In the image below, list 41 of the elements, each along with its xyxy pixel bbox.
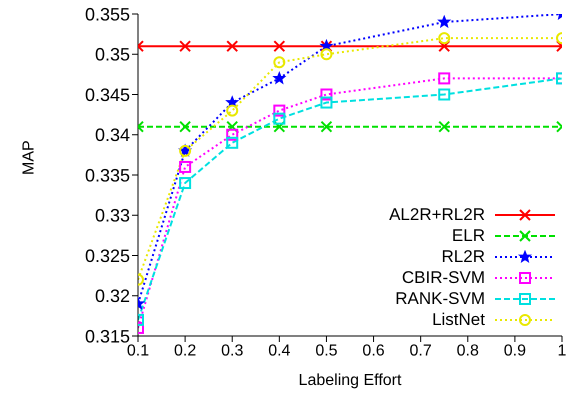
y-tick-label: 0.325: [84, 246, 130, 266]
point: [273, 104, 286, 117]
point: [273, 72, 286, 84]
legend-label: CBIR-SVM: [402, 268, 485, 288]
y-tick-label: 0.345: [84, 84, 130, 105]
point: [226, 136, 238, 149]
x-tick-label: 0.3: [221, 342, 244, 360]
y-axis-title: MAP: [20, 140, 38, 175]
point: [273, 112, 286, 125]
legend-label: AL2R+RL2R: [389, 204, 485, 224]
x-tick-label: 0.6: [362, 342, 385, 360]
x-tick-label: 0.2: [174, 342, 196, 360]
point: [438, 32, 450, 44]
y-tick-label: 0.33: [94, 206, 130, 226]
x-tick-label: 0.5: [315, 342, 338, 360]
point: [320, 88, 332, 100]
y-tick-label: 0.35: [94, 44, 130, 65]
point: [179, 160, 192, 173]
legend-label: RANK-SVM: [395, 288, 485, 308]
point: [438, 16, 450, 28]
y-tick-label: 0.355: [84, 4, 130, 24]
point: [320, 96, 332, 109]
y-tick-label: 0.335: [84, 165, 130, 186]
x-tick-label: 1: [558, 342, 567, 360]
x-tick-label: 0.7: [410, 342, 432, 360]
x-tick-label: 0.8: [456, 342, 479, 360]
x-axis-title: Labeling Effort: [298, 372, 402, 389]
x-tick-label: 0.4: [268, 342, 291, 360]
point: [320, 48, 332, 60]
point: [273, 56, 286, 68]
legend-label: ELR: [452, 226, 485, 246]
point: [438, 72, 450, 84]
point: [179, 177, 192, 190]
point: [226, 128, 238, 141]
y-tick-label: 0.32: [94, 286, 130, 306]
point: [438, 88, 450, 100]
legend-label: ListNet: [432, 310, 485, 330]
y-tick-label: 0.34: [94, 125, 130, 146]
x-tick-label: 0.9: [504, 342, 526, 360]
legend-label: RL2R: [442, 246, 485, 266]
point: [226, 104, 238, 117]
